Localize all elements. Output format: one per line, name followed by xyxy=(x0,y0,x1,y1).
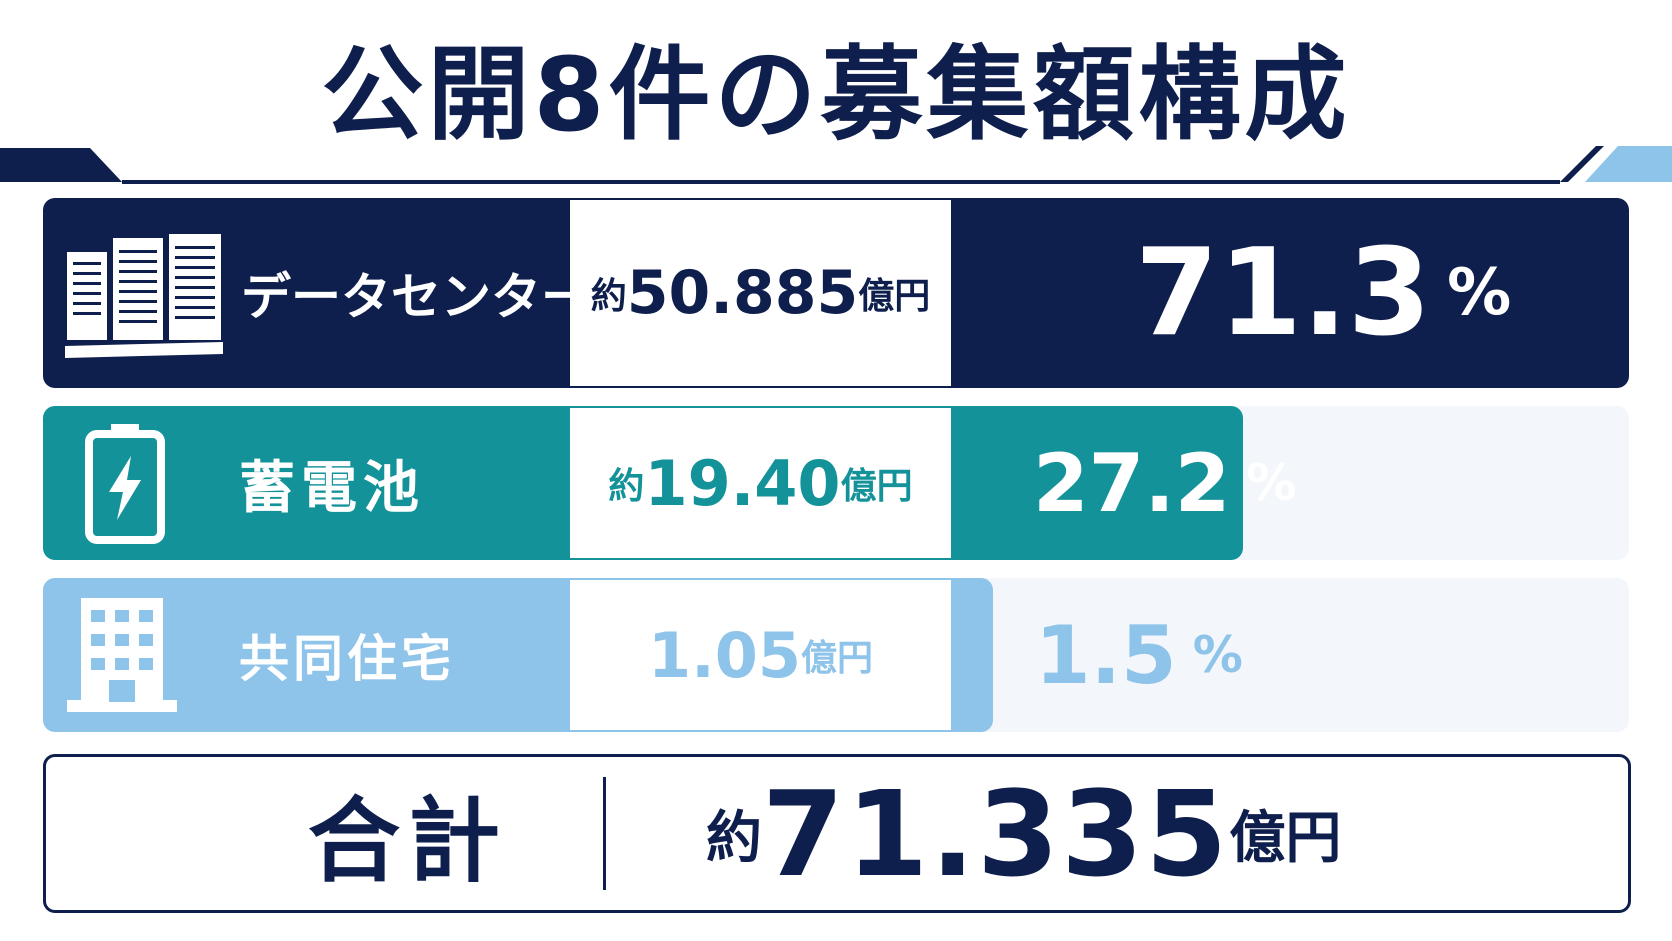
amount-unit: 億円 xyxy=(840,466,913,507)
total-box: 合計 約 71.335 億円 xyxy=(43,754,1631,913)
title-underline-decoration xyxy=(0,146,1672,184)
percent-label-apartment: 1.5 % xyxy=(1035,578,1243,732)
total-prefix: 約 xyxy=(706,806,762,871)
bar-row-apartment: 共同住宅 1.05 億円 1.5 % xyxy=(43,578,1629,732)
amount-value-apartment: 1.05 xyxy=(648,618,801,692)
amount-prefix: 約 xyxy=(590,276,627,317)
total-value: 約 71.335 億円 xyxy=(706,757,1341,910)
percent-label-datacenter: 71.3 % xyxy=(1135,198,1511,388)
title-banner: 公開8件の募集額構成 xyxy=(0,18,1672,184)
amount-value-datacenter: 50.885 xyxy=(626,258,859,328)
amount-box-apartment: 1.05 億円 xyxy=(570,580,951,730)
chart-title: 公開8件の募集額構成 xyxy=(321,36,1351,155)
total-amount: 71.335 xyxy=(762,764,1230,903)
category-label-apartment: 共同住宅 xyxy=(239,630,455,688)
percent-symbol: % xyxy=(1246,454,1297,512)
server-racks-icon xyxy=(65,234,223,358)
percent-symbol: % xyxy=(1447,256,1512,330)
amount-box-datacenter: 約 50.885 億円 xyxy=(570,200,951,386)
percent-value-battery: 27.2 xyxy=(1033,436,1231,530)
amount-value-battery: 19.40 xyxy=(644,446,841,520)
amount-unit: 億円 xyxy=(800,638,873,679)
total-unit: 億円 xyxy=(1229,806,1342,871)
total-label: 合計 xyxy=(308,788,509,895)
bar-row-battery: 蓄電池 約 19.40 億円 27.2 % xyxy=(43,406,1629,560)
amount-unit: 億円 xyxy=(858,276,931,317)
building-icon xyxy=(67,598,177,712)
percent-value-datacenter: 71.3 xyxy=(1135,223,1432,363)
percent-label-battery: 27.2 % xyxy=(1033,406,1297,560)
bar-row-datacenter: データセンター 約 50.885 億円 71.3 % xyxy=(43,198,1629,388)
category-label-battery: 蓄電池 xyxy=(239,455,425,521)
percent-value-apartment: 1.5 xyxy=(1035,608,1177,702)
battery-icon xyxy=(85,424,165,544)
category-label-datacenter: データセンター xyxy=(241,268,591,326)
total-divider xyxy=(603,777,606,890)
amount-prefix: 約 xyxy=(608,466,645,507)
amount-box-battery: 約 19.40 億円 xyxy=(570,408,951,558)
percent-symbol: % xyxy=(1192,626,1243,684)
